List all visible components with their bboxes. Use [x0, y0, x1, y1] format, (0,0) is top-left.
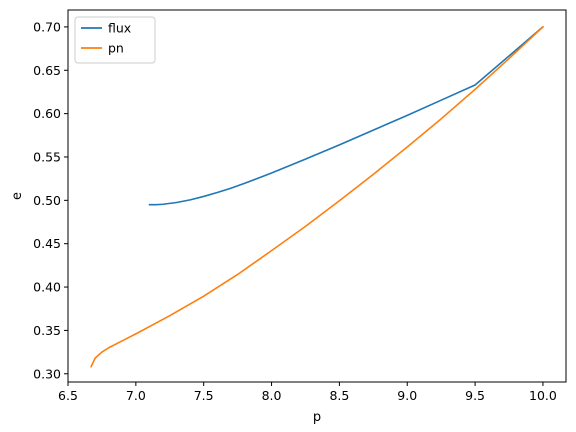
x-tick-label: 6.5 — [58, 388, 78, 403]
plot-lines — [90, 26, 544, 368]
x-tick-label: 7.5 — [194, 388, 214, 403]
y-tick-label: 0.45 — [33, 236, 61, 251]
x-tick-label: 9.0 — [397, 388, 417, 403]
series-line-pn — [90, 26, 544, 368]
x-tick-label: 8.5 — [329, 388, 349, 403]
x-tick-label: 9.5 — [465, 388, 485, 403]
legend-label-flux: flux — [108, 21, 131, 36]
series-line-flux — [148, 26, 544, 206]
legend-label-pn: pn — [108, 41, 124, 56]
y-tick-label: 0.55 — [33, 149, 61, 164]
y-tick-label: 0.70 — [33, 19, 61, 34]
y-tick-label: 0.60 — [33, 106, 61, 121]
legend: flux pn — [74, 16, 156, 64]
x-axis-ticks: 6.5 7.0 7.5 8.0 8.5 9.0 9.5 10.0 — [58, 382, 557, 403]
x-tick-label: 8.0 — [262, 388, 282, 403]
x-tick-label: 10.0 — [529, 388, 557, 403]
y-tick-label: 0.30 — [33, 366, 61, 381]
y-tick-label: 0.40 — [33, 280, 61, 295]
x-tick-label: 7.0 — [126, 388, 146, 403]
plot-frame — [67, 9, 567, 383]
y-axis-ticks: 0.30 0.35 0.40 0.45 0.50 0.55 0.60 0.65 0.70 — [33, 19, 68, 381]
y-tick-label: 0.35 — [33, 323, 61, 338]
y-tick-label: 0.65 — [33, 63, 61, 78]
x-axis-label: p — [313, 410, 321, 425]
legend-items: flux pn — [81, 21, 131, 56]
y-axis-label: e — [10, 192, 25, 200]
y-tick-label: 0.50 — [33, 193, 61, 208]
